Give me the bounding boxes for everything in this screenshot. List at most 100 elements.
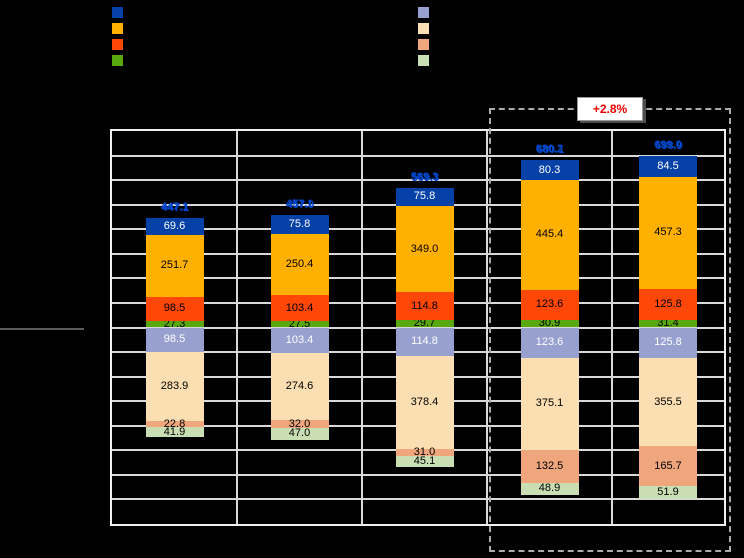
bar-segment-light-green: 45.1 (395, 455, 454, 468)
bar-segment-green: 30.9 (520, 318, 579, 329)
bar-segment-dark-blue: 75.8 (395, 187, 454, 207)
bar-segment-periwinkle: 103.4 (270, 327, 329, 353)
bar-segment-salmon: 31.0 (395, 445, 454, 458)
axis-divider-line (0, 328, 84, 330)
bar-total-down: 680.1 (536, 144, 565, 157)
segment-label: 123.6 (535, 336, 564, 349)
bar-segment-dark-blue: 69.6 (145, 217, 204, 235)
segment-label: 32.0 (288, 417, 311, 430)
bar-segment-salmon: 165.7 (639, 445, 697, 487)
segment-label: 47.0 (288, 427, 311, 440)
legend-swatch-peach (418, 23, 429, 34)
bar-segment-amber: 445.4 (520, 180, 579, 290)
bar-segment-green: 27.5 (270, 317, 329, 330)
bar-segment-salmon: 132.5 (520, 449, 579, 483)
segment-label: 84.5 (657, 159, 679, 172)
segment-label: 98.5 (163, 333, 186, 346)
segment-label: 165.7 (654, 459, 682, 472)
bar-segment-orange-red: 98.5 (145, 296, 204, 321)
bar-total-label: 680.2 680.1 (515, 143, 585, 157)
bar-segment-dark-blue: 75.8 (270, 215, 329, 234)
segment-label: 114.8 (411, 299, 438, 312)
bar-segment-periwinkle: 114.8 (395, 327, 454, 356)
bar-segment-orange-red: 103.4 (270, 295, 329, 321)
bar-segment-green: 29.7 (395, 317, 454, 330)
column-divider (611, 131, 613, 524)
segment-label: 125.8 (654, 336, 682, 349)
bar-segment-amber: 251.7 (145, 234, 204, 297)
segment-label: 125.8 (654, 297, 682, 310)
bar-segment-orange-red: 125.8 (639, 288, 697, 320)
bar-segment-light-green: 51.9 (639, 486, 697, 500)
bar-segment-peach: 274.6 (270, 352, 329, 421)
gridline-horizontal (112, 154, 724, 157)
bar-segment-orange-red: 123.6 (520, 289, 579, 320)
bar-total-down: 447.1 (161, 201, 190, 214)
segment-label: 375.1 (535, 397, 564, 410)
segment-label: 98.5 (163, 302, 186, 315)
segment-label: 274.6 (285, 380, 314, 393)
legend-swatch-salmon (418, 39, 429, 50)
gridline-horizontal (112, 498, 724, 501)
segment-label: 445.4 (535, 228, 564, 241)
legend-swatch-periwinkle (418, 7, 429, 18)
bar-segment-periwinkle: 125.8 (639, 327, 697, 359)
highlight-box (489, 108, 731, 552)
segment-label: 48.9 (538, 482, 561, 495)
segment-label: 75.8 (413, 190, 436, 203)
bar-segment-dark-blue: 84.5 (639, 155, 697, 177)
segment-label: 80.3 (538, 163, 561, 176)
segment-label: 31.0 (413, 445, 436, 458)
bar-total-down: 569.3 (411, 171, 440, 184)
segment-label: 41.9 (163, 425, 186, 438)
bar-segment-peach: 283.9 (145, 351, 204, 422)
bar-segment-amber: 349.0 (395, 206, 454, 292)
segment-label: 22.8 (163, 417, 186, 430)
bar-segment-salmon: 32.0 (270, 417, 329, 430)
bar-total-up: 699.0 (654, 138, 682, 151)
column-divider (361, 131, 363, 524)
segment-label: 27.3 (163, 317, 186, 330)
bar-segment-orange-red: 114.8 (395, 292, 454, 321)
plot-area: 27.3 98.5 251.7 69.6 98.5 283.9 22.8 41.9 447.1 4… (110, 129, 726, 526)
segment-label: 355.5 (654, 395, 682, 408)
bar-segment-peach: 375.1 (520, 357, 579, 450)
bar-segment-salmon: 22.8 (145, 417, 204, 430)
bar-segment-dark-blue: 80.3 (520, 160, 579, 181)
bar-total-up: 569.3 (410, 170, 439, 183)
segment-label: 250.4 (285, 258, 314, 271)
segment-label: 103.4 (285, 333, 314, 346)
growth-callout-label: +2.8% (592, 102, 628, 116)
bar-total-up: 680.2 (535, 143, 564, 156)
bar-total-label: 699.0 698.9 (633, 139, 703, 153)
growth-callout: +2.8% (577, 97, 643, 121)
segment-label: 103.4 (285, 301, 314, 314)
bar-segment-periwinkle: 98.5 (145, 327, 204, 352)
segment-label: 51.9 (657, 486, 679, 499)
bar-total-down: 457.0 (286, 199, 315, 212)
bar-total-down: 698.9 (655, 139, 683, 152)
segment-label: 378.4 (410, 395, 439, 408)
legend-swatch-orange-red (112, 39, 123, 50)
segment-label: 114.8 (411, 335, 438, 348)
segment-label: 283.9 (160, 380, 189, 393)
legend-swatch-dark-blue (112, 7, 123, 18)
segment-label: 31.4 (657, 317, 679, 330)
bar-total-up: 457.1 (285, 198, 314, 211)
bar-segment-amber: 250.4 (270, 233, 329, 296)
segment-label: 27.5 (288, 317, 311, 330)
legend-swatch-amber (112, 23, 123, 34)
bar-segment-peach: 378.4 (395, 355, 454, 449)
bar-total-label: 447.1 447.1 (140, 201, 210, 215)
bar-segment-green: 27.3 (145, 317, 204, 330)
segment-label: 457.3 (654, 226, 682, 239)
segment-label: 69.6 (163, 219, 186, 232)
segment-label: 45.1 (413, 455, 436, 468)
legend-swatch-green (112, 55, 123, 66)
bar-segment-periwinkle: 123.6 (520, 327, 579, 358)
segment-label: 349.0 (410, 242, 439, 255)
segment-label: 29.7 (413, 317, 436, 330)
bar-total-up: 447.1 (160, 200, 189, 213)
bar-segment-amber: 457.3 (639, 176, 697, 289)
bar-segment-light-green: 48.9 (520, 482, 579, 495)
